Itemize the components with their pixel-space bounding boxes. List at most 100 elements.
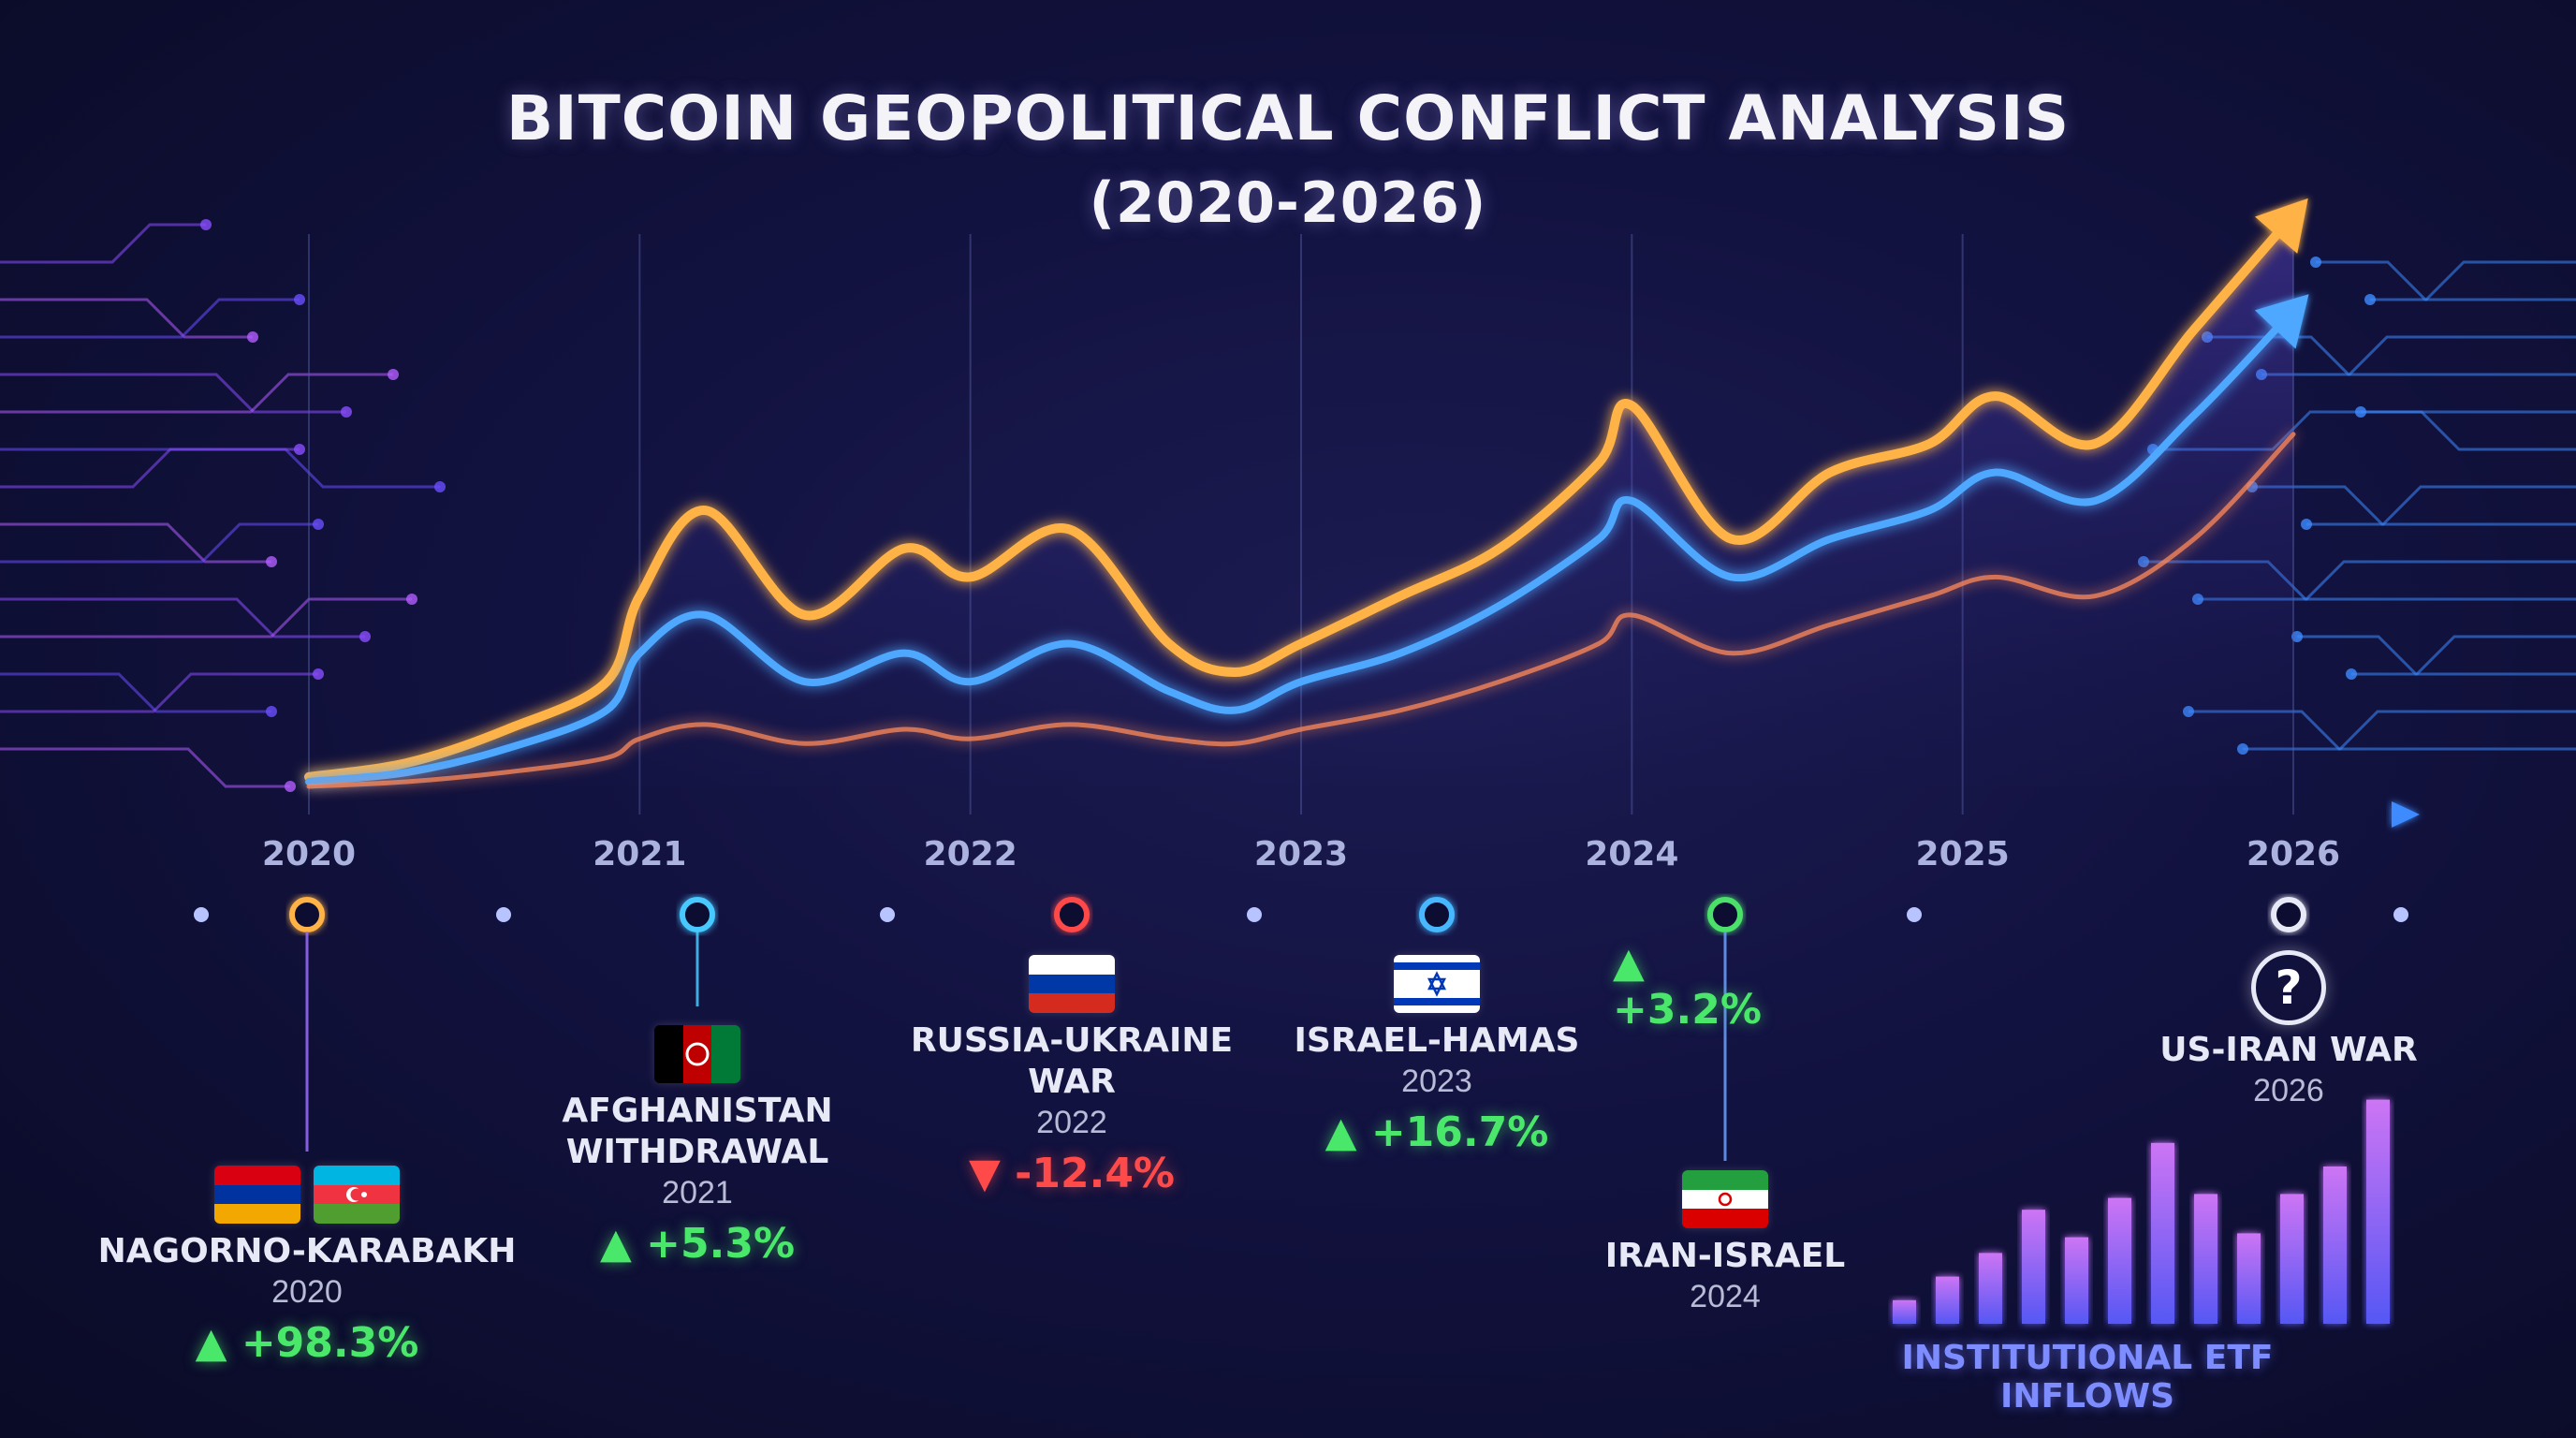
area-fill — [309, 215, 2293, 786]
data-point — [1598, 537, 1601, 540]
timeline-dot — [1247, 907, 1262, 922]
trend-arrowhead — [2254, 294, 2309, 349]
data-point — [1167, 690, 1170, 693]
data-point — [903, 728, 906, 731]
circuit-trace — [0, 448, 440, 489]
flags — [1212, 955, 1661, 1013]
chart-area-fill — [309, 215, 2293, 786]
data-point — [1995, 471, 1998, 474]
data-point — [2193, 329, 2196, 331]
data-point — [1234, 742, 1237, 745]
event-name: US-IRAN WAR — [2159, 1031, 2418, 1069]
data-point — [1730, 537, 1733, 540]
event-nagorno-karabakh: NAGORNO-KARABAKH 2020 ▲ +98.3% — [82, 1166, 532, 1372]
chart-title: BITCOIN GEOPOLITICAL CONFLICT ANALYSIS — [505, 82, 2071, 154]
circuit-trace — [2297, 635, 2576, 676]
data-point — [705, 614, 708, 617]
data-point — [2094, 500, 2097, 503]
circuit-trace — [0, 373, 393, 414]
data-point — [1598, 462, 1601, 464]
circuit-trace — [2370, 260, 2576, 301]
data-point — [1631, 404, 1633, 407]
data-point — [804, 614, 807, 617]
data-point — [1068, 723, 1071, 726]
etf-bar — [1979, 1253, 2002, 1324]
circuit-trace — [0, 672, 271, 713]
circuit-node — [434, 481, 446, 492]
circuit-trace — [2306, 485, 2576, 526]
x-tick-label: 2024 — [1585, 835, 1679, 873]
flags — [473, 1025, 922, 1083]
data-point — [506, 728, 509, 731]
etf-bar — [2108, 1197, 2131, 1324]
x-tick-label: 2022 — [923, 835, 1017, 873]
data-point — [2193, 537, 2196, 540]
x-tick-label: 2023 — [1253, 835, 1349, 873]
data-point — [969, 681, 972, 683]
data-point — [705, 509, 708, 512]
etf-inflows-bars — [1872, 1099, 2415, 1328]
timeline-dot — [880, 907, 895, 922]
afghanistan-flag — [654, 1025, 740, 1083]
data-point — [1234, 709, 1237, 712]
data-point — [606, 756, 608, 759]
data-point — [638, 594, 641, 597]
etf-bar — [2280, 1194, 2304, 1324]
etf-bar — [1936, 1276, 1959, 1324]
circuit-node — [266, 706, 277, 717]
circuit-node — [2291, 631, 2303, 642]
etf-bar — [2366, 1099, 2390, 1324]
series-line-2 — [305, 306, 2297, 785]
x-tick-label: 2026 — [2246, 835, 2341, 873]
flags — [1500, 1170, 1950, 1228]
x-axis — [213, 801, 2420, 828]
data-point — [1829, 624, 1832, 626]
data-point — [407, 761, 410, 764]
x-axis-arrowhead — [2392, 801, 2420, 828]
circuit-trace — [2361, 410, 2576, 451]
event-name: RUSSIA-UKRAINE WAR — [910, 1021, 1234, 1101]
trend-arrowhead — [2254, 198, 2308, 254]
data-point — [506, 770, 509, 773]
circuit-node — [200, 219, 212, 230]
event-name: AFGHANISTAN WITHDRAWAL — [562, 1092, 833, 1171]
timeline-node — [1054, 897, 1090, 932]
circuit-node — [341, 406, 352, 418]
data-point — [1499, 681, 1501, 683]
event-year: 2021 — [662, 1175, 733, 1211]
data-point — [1631, 614, 1633, 617]
series-line-3 — [306, 432, 2296, 789]
circuit-trace — [2261, 335, 2576, 376]
data-point — [1631, 500, 1633, 503]
data-point — [1928, 509, 1931, 512]
event-afghanistan-withdrawal: AFGHANISTAN WITHDRAWAL 2021 ▲ +5.3% — [473, 1025, 922, 1272]
data-point — [1300, 681, 1303, 683]
data-point — [804, 742, 807, 745]
event-year: 2023 — [1401, 1064, 1472, 1099]
timeline-dot — [2393, 907, 2408, 922]
circuit-trace — [0, 747, 290, 788]
data-point — [1399, 652, 1402, 654]
series-line-1 — [304, 211, 2298, 782]
etf-bar — [2022, 1210, 2045, 1324]
data-point — [1167, 642, 1170, 645]
timeline-node — [1707, 897, 1743, 932]
data-point — [1068, 528, 1071, 531]
azerbaijan-flag — [314, 1166, 400, 1224]
circuit-trace — [2351, 635, 2576, 676]
data-point — [705, 723, 708, 726]
data-point — [1730, 652, 1733, 654]
circuit-trace — [0, 672, 318, 713]
x-tick-label: 2025 — [1915, 835, 2010, 873]
data-point — [1829, 537, 1832, 540]
data-point — [1300, 728, 1303, 731]
circuit-node — [313, 668, 324, 680]
etf-bar — [2151, 1142, 2174, 1324]
circuit-trace — [0, 597, 412, 638]
circuit-node — [359, 631, 371, 642]
data-point — [606, 681, 608, 683]
circuit-node — [247, 331, 258, 343]
event-russia-ukraine-war: RUSSIA-UKRAINE WAR 2022 ▼ -12.4% — [847, 955, 1296, 1202]
